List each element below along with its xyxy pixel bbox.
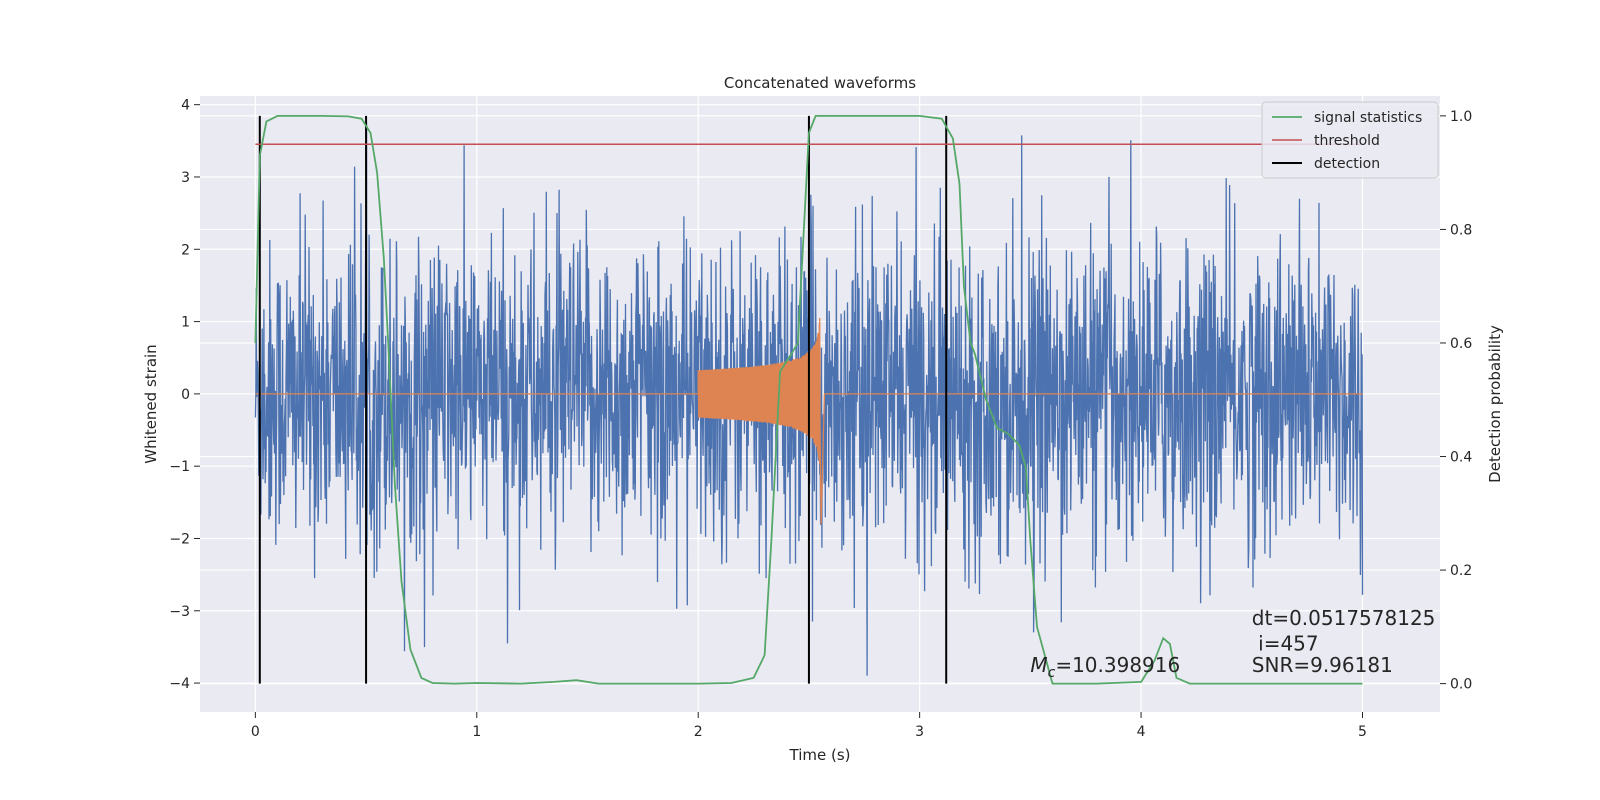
legend-label-signal-statistics: signal statistics bbox=[1314, 110, 1422, 126]
x-tick-label-2: 2 bbox=[694, 724, 703, 740]
y2-tick-label-3: 0.6 bbox=[1450, 336, 1472, 352]
axis-ticks: 0 1 2 3 4 5 −4 −3 −2 −1 0 1 2 3 4 0.0 0.2 0.4 0.6 0.8 1.0 bbox=[169, 98, 1472, 740]
mc-subscript: c bbox=[1048, 665, 1056, 681]
i-annotation: i=457 bbox=[1252, 632, 1319, 656]
detection-lines bbox=[258, 115, 948, 684]
signal-statistics-line bbox=[254, 115, 1363, 685]
mc-value: =10.398916 bbox=[1055, 653, 1180, 677]
legend-label-threshold: threshold bbox=[1314, 133, 1380, 149]
y-tick-label-5: 1 bbox=[181, 315, 190, 331]
legend-box bbox=[1261, 101, 1439, 179]
legend: signal statistics threshold detection bbox=[1261, 101, 1439, 179]
chart-title: Concatenated waveforms bbox=[724, 74, 916, 92]
legend-label-detection: detection bbox=[1314, 156, 1380, 172]
y-axis-label: Whitened strain bbox=[142, 344, 160, 463]
y2-tick-label-5: 1.0 bbox=[1450, 109, 1472, 125]
y2-axis-label: Detection probability bbox=[1486, 325, 1504, 483]
snr-annotation: SNR=9.96181 bbox=[1252, 653, 1393, 677]
dt-annotation: dt=0.0517578125 bbox=[1252, 606, 1436, 630]
x-tick-label-1: 1 bbox=[472, 724, 481, 740]
y2-tick-label-0: 0.0 bbox=[1450, 677, 1472, 693]
y-tick-label-7: 3 bbox=[181, 170, 190, 186]
y2-tick-label-2: 0.4 bbox=[1450, 450, 1472, 466]
x-tick-label-3: 3 bbox=[915, 724, 924, 740]
chirp-waveform-line bbox=[255, 317, 1363, 525]
y-tick-label-6: 2 bbox=[181, 242, 190, 258]
y-tick-label-0: −4 bbox=[169, 676, 190, 692]
y-tick-label-1: −3 bbox=[169, 604, 190, 620]
x-axis-label: Time (s) bbox=[789, 746, 851, 764]
x-tick-label-0: 0 bbox=[251, 724, 260, 740]
y2-tick-label-1: 0.2 bbox=[1450, 563, 1472, 579]
y-tick-label-2: −2 bbox=[169, 531, 190, 547]
mc-symbol: M bbox=[1030, 653, 1047, 677]
annotations: Mc=10.398916 dt=0.0517578125 i=457 SNR=9… bbox=[1030, 606, 1435, 681]
x-tick-label-5: 5 bbox=[1358, 724, 1367, 740]
x-tick-label-4: 4 bbox=[1137, 724, 1146, 740]
y-tick-label-3: −1 bbox=[169, 459, 190, 475]
y2-tick-label-4: 0.8 bbox=[1450, 222, 1472, 238]
mc-annotation: Mc=10.398916 bbox=[1030, 653, 1180, 681]
y-tick-label-8: 4 bbox=[181, 98, 190, 114]
y-tick-label-4: 0 bbox=[181, 387, 190, 403]
